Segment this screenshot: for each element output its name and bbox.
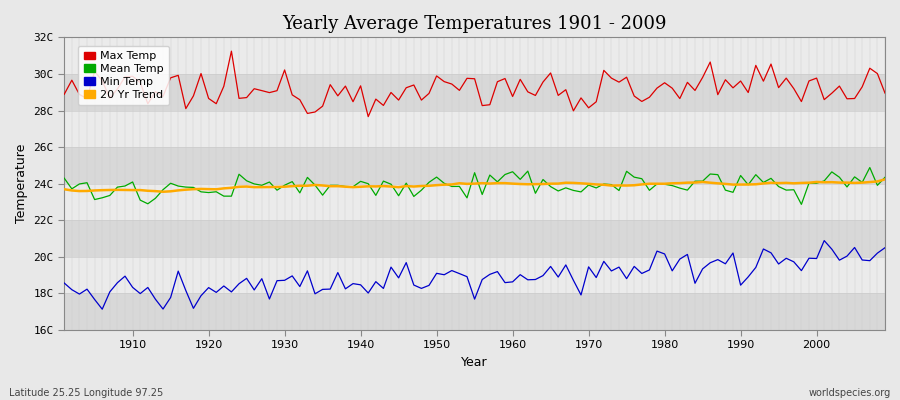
Bar <box>64 147 885 184</box>
Legend: Max Temp, Mean Temp, Min Temp, 20 Yr Trend: Max Temp, Mean Temp, Min Temp, 20 Yr Tre… <box>78 46 169 105</box>
Y-axis label: Temperature: Temperature <box>15 144 28 223</box>
Bar <box>64 220 885 257</box>
Bar <box>64 294 885 330</box>
Bar <box>64 37 885 74</box>
Bar <box>64 257 885 294</box>
X-axis label: Year: Year <box>462 356 488 369</box>
Title: Yearly Average Temperatures 1901 - 2009: Yearly Average Temperatures 1901 - 2009 <box>283 15 667 33</box>
Text: worldspecies.org: worldspecies.org <box>809 388 891 398</box>
Bar <box>64 184 885 220</box>
Bar <box>64 110 885 147</box>
Bar <box>64 74 885 110</box>
Text: Latitude 25.25 Longitude 97.25: Latitude 25.25 Longitude 97.25 <box>9 388 163 398</box>
